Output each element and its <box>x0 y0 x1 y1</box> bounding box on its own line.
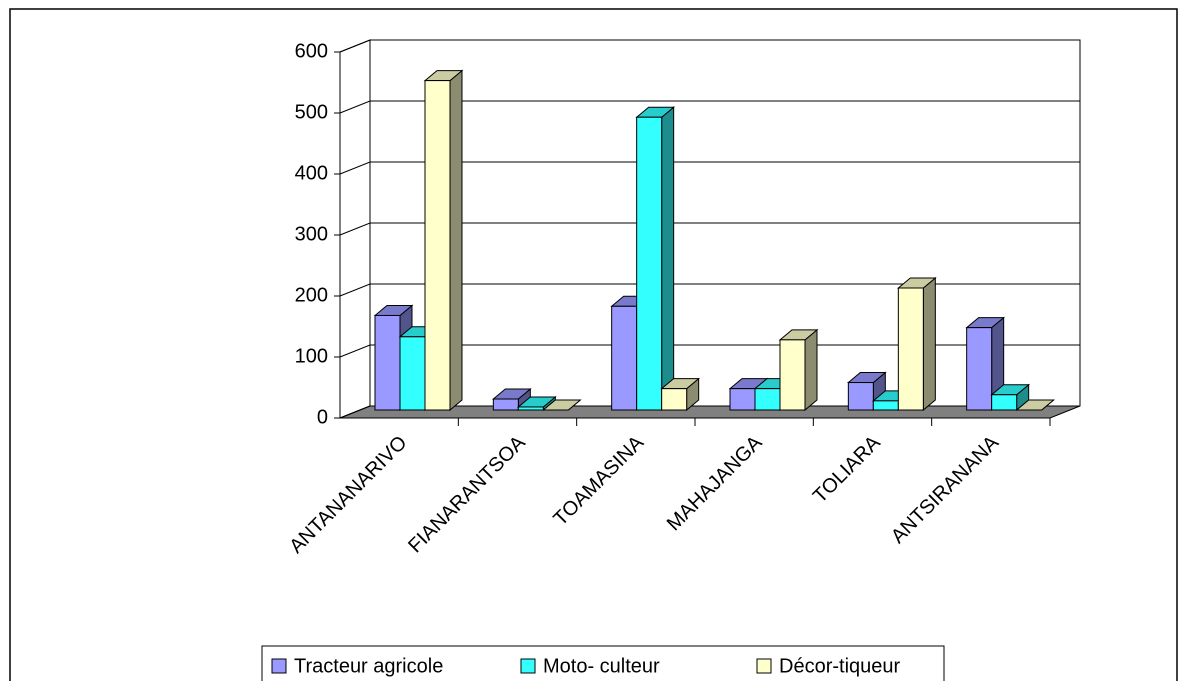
bar <box>847 382 874 411</box>
legend-label: Tracteur agricole <box>294 655 443 677</box>
bar-side <box>922 276 936 412</box>
bar <box>517 406 544 411</box>
legend-label: Décor-tiqueur <box>779 655 901 677</box>
legend-swatch <box>756 658 772 674</box>
bar <box>729 388 756 411</box>
grid-line <box>339 405 1080 419</box>
bar <box>897 287 924 411</box>
bar <box>424 80 451 411</box>
bar-side <box>449 69 463 412</box>
bar-top <box>541 399 582 411</box>
bar <box>991 394 1018 411</box>
y-tick-label: 500 <box>295 101 328 123</box>
y-tick-label: 600 <box>295 40 328 62</box>
legend-swatch <box>520 658 536 674</box>
y-tick-label: 0 <box>317 406 328 428</box>
grid-line <box>339 344 1080 358</box>
y-tick-label: 100 <box>295 345 328 367</box>
bar-top <box>1015 399 1056 411</box>
grid-line <box>339 222 1080 236</box>
grid-line <box>339 161 1080 175</box>
bar-side <box>661 106 675 412</box>
bar <box>492 398 519 411</box>
grid-line <box>339 39 1080 53</box>
bar <box>374 314 401 411</box>
bar <box>611 305 638 411</box>
legend-swatch <box>271 658 287 674</box>
bar <box>966 327 993 411</box>
grid-line <box>339 100 1080 114</box>
bar <box>779 339 806 411</box>
y-tick-label: 300 <box>295 223 328 245</box>
bar-side <box>804 328 818 412</box>
bar <box>872 400 899 411</box>
bar <box>636 116 663 411</box>
y-tick-label: 400 <box>295 162 328 184</box>
bar <box>399 336 426 411</box>
legend-label: Moto- culteur <box>543 655 660 677</box>
legend-box <box>261 645 945 681</box>
bar <box>661 388 688 411</box>
y-tick-label: 200 <box>295 284 328 306</box>
bar <box>754 388 781 411</box>
grid-line <box>339 283 1080 297</box>
